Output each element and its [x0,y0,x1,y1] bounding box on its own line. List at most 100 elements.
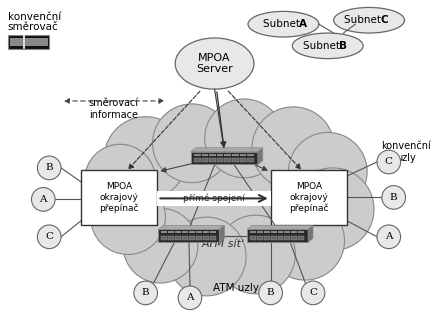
Text: C: C [384,157,392,166]
Circle shape [90,180,165,254]
Text: Subnet: Subnet [343,15,383,25]
Bar [201,154,208,156]
Text: Subnet: Subnet [263,19,303,29]
Text: konvenční: konvenční [8,12,61,22]
Text: C: C [308,289,316,298]
Polygon shape [219,225,224,242]
Circle shape [204,99,283,178]
Circle shape [381,185,404,209]
Bar [191,152,257,165]
Bar [202,232,208,233]
Bar [270,232,276,233]
Text: A: A [299,19,306,29]
Bar [231,158,238,162]
Bar [168,236,174,240]
Circle shape [123,208,197,283]
Circle shape [139,113,312,286]
Bar [256,236,262,240]
Bar [250,232,255,233]
Circle shape [37,156,61,180]
Bar [216,154,223,156]
Bar [81,170,157,225]
Bar [277,232,283,233]
Circle shape [265,201,344,280]
Circle shape [85,144,155,215]
Bar [216,158,223,162]
Text: C: C [379,15,387,25]
Bar [161,236,167,240]
Ellipse shape [333,7,404,33]
Circle shape [216,215,295,294]
Bar [270,170,347,225]
Ellipse shape [247,11,318,37]
Circle shape [85,144,155,215]
Bar [224,158,230,162]
Circle shape [90,180,165,254]
Bar [202,236,208,240]
Bar [277,236,283,240]
Bar [195,236,201,240]
Bar [231,154,238,156]
Bar [188,236,194,240]
Bar [175,236,181,240]
Text: MPOA
okrajový
přepínač: MPOA okrajový přepínač [289,182,328,213]
Circle shape [134,281,157,305]
Ellipse shape [175,38,253,89]
Text: A: A [39,195,47,204]
Circle shape [104,117,187,199]
Bar [239,154,246,156]
Text: C: C [45,232,53,241]
Bar [175,232,181,233]
Bar [263,236,269,240]
Polygon shape [307,225,312,242]
Circle shape [152,104,231,183]
Text: B: B [45,163,53,172]
Circle shape [258,281,282,305]
Bar [25,38,47,46]
Bar [161,232,167,233]
Bar [182,236,187,240]
Bar [247,158,253,162]
Text: MPOA
Server: MPOA Server [196,53,233,74]
Polygon shape [191,148,262,152]
Circle shape [167,217,246,296]
Circle shape [178,286,201,310]
Bar [224,154,230,156]
Bar [291,232,296,233]
Bar [8,35,49,49]
Text: konvenční
uzly: konvenční uzly [381,141,431,163]
Text: B: B [266,289,274,298]
Bar [250,236,255,240]
Bar [239,158,246,162]
Bar [291,236,296,240]
Circle shape [376,150,400,174]
Bar [10,38,23,46]
Bar [209,158,215,162]
Bar [201,158,208,162]
Circle shape [104,117,187,199]
Circle shape [37,225,61,249]
Text: ATM uzly: ATM uzly [213,283,259,293]
Bar [263,232,269,233]
Circle shape [300,281,324,305]
Bar [168,232,174,233]
Circle shape [167,217,246,296]
Bar [157,191,270,206]
Circle shape [204,99,283,178]
Text: ATM sítʼ: ATM sítʼ [201,239,245,249]
Bar [194,154,200,156]
Bar [209,154,215,156]
Polygon shape [247,225,312,229]
Polygon shape [257,148,262,165]
Bar [158,229,219,242]
Bar [298,232,303,233]
Text: směrovací
informace: směrovací informace [88,98,138,120]
Bar [284,236,289,240]
Bar [209,236,215,240]
Bar [188,232,194,233]
Text: přímé spojení: přímé spojení [182,194,244,203]
Text: B: B [141,289,149,298]
Circle shape [31,188,55,211]
Circle shape [291,168,373,251]
Circle shape [291,168,373,251]
